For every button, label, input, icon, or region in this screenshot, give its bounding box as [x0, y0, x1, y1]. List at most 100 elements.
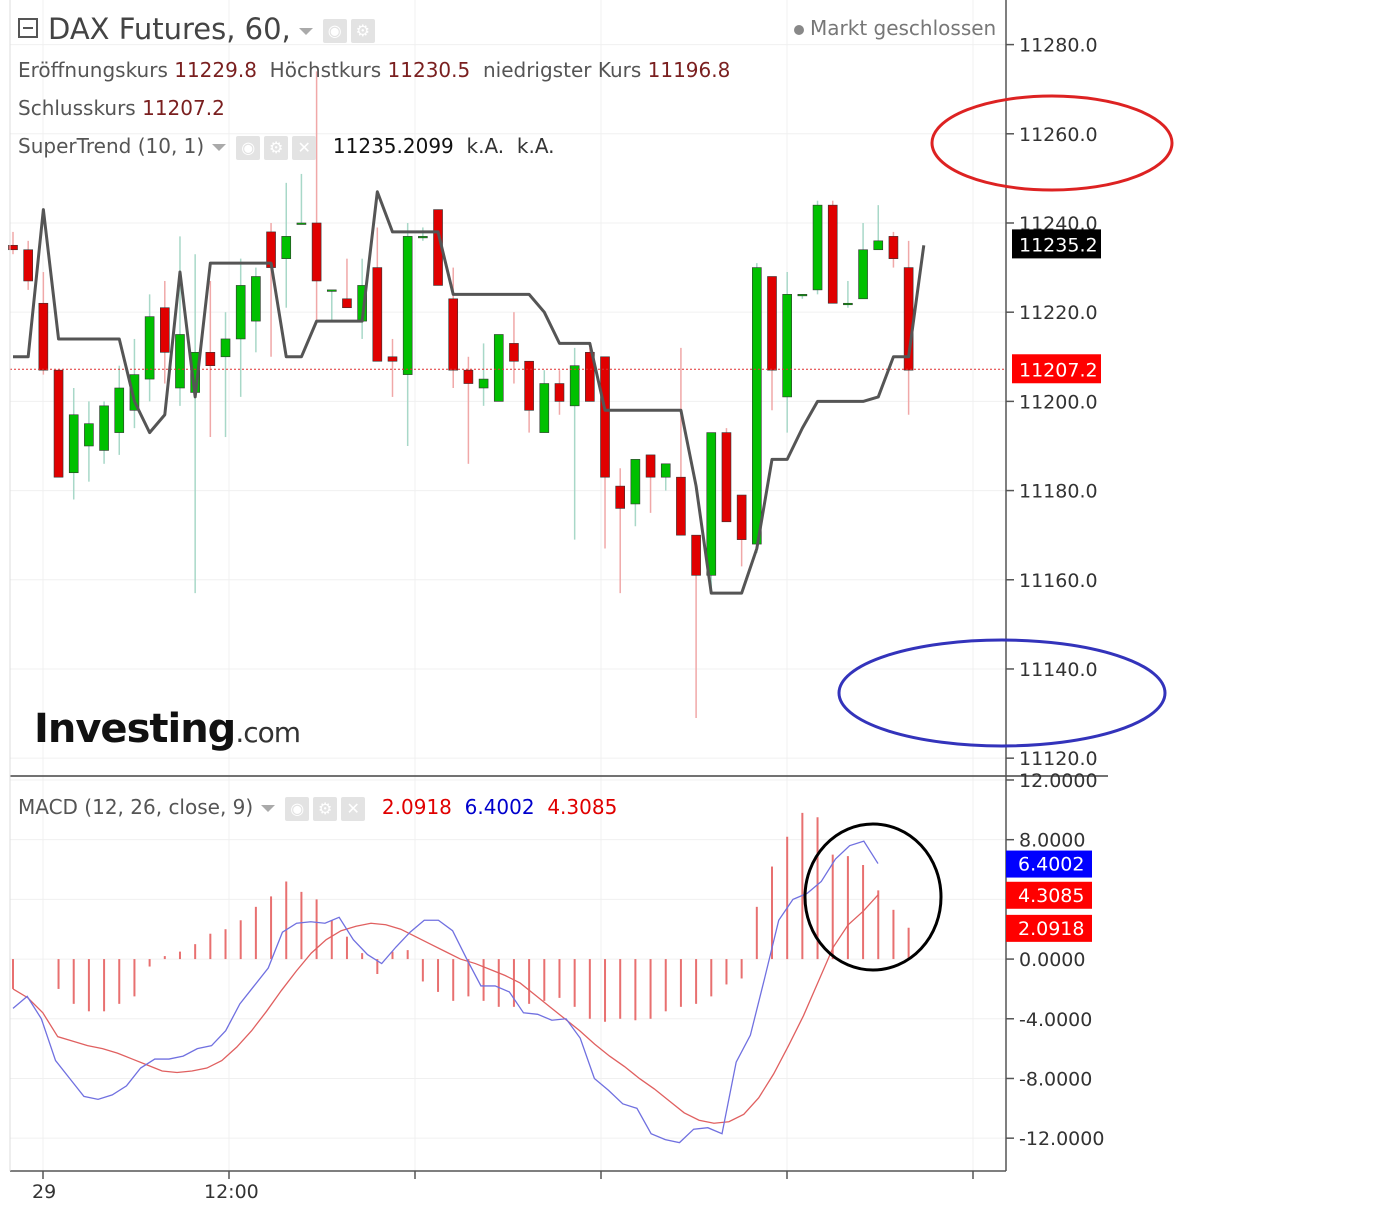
candle-body: [691, 534, 701, 576]
candle-body: [706, 432, 717, 576]
high-value: 11230.5: [387, 58, 471, 82]
candle-body: [205, 352, 216, 367]
candle-body: [797, 294, 808, 297]
chart-title: DAX Futures, 60,: [48, 12, 291, 46]
supertrend-row: SuperTrend (10, 1) ◉ ⚙ ✕ 11235.2099 k.A. k.…: [18, 134, 555, 160]
open-label: Eröffnungskurs: [18, 58, 168, 82]
candle-body: [144, 316, 155, 380]
price-axis-label: 11140.0: [1019, 659, 1098, 681]
macd-hist-value: 2.0918: [381, 795, 452, 819]
macd-axis-label: -8.0000: [1019, 1068, 1092, 1090]
candle-body: [767, 276, 777, 371]
supertrend-dropdown-icon[interactable]: [212, 144, 227, 151]
candle-body: [827, 204, 838, 304]
annotation-ellipse-low: [837, 638, 1167, 748]
annotation-ellipse-high: [930, 94, 1174, 192]
candle-body: [615, 485, 626, 509]
candle-body: [296, 222, 307, 225]
supertrend-close-icon[interactable]: ✕: [292, 135, 317, 160]
signal-value-tag: 4.3085: [1006, 881, 1092, 909]
signal-value-tag-bg: [1006, 881, 1092, 909]
macd-signal-line: [12, 894, 879, 1124]
candle-body: [600, 356, 610, 478]
candle-body: [129, 374, 140, 411]
macd-axis-label: -12.0000: [1019, 1128, 1104, 1150]
candle-body: [84, 423, 94, 447]
ohlc-row: Eröffnungskurs 11229.8 Höchstkurs 11230.…: [18, 58, 730, 82]
supertrend-na-1: k.A.: [466, 134, 505, 158]
close-row: Schlusskurs 11207.2: [18, 96, 225, 120]
candle-body: [539, 383, 550, 433]
macd-close-icon[interactable]: ✕: [341, 796, 366, 821]
candle-body: [175, 334, 185, 389]
macd-value-tag-bg: [1006, 850, 1092, 878]
supertrend-tag-text: 11235.2: [1019, 234, 1098, 256]
candle-body: [752, 267, 762, 545]
candle-body: [8, 244, 18, 251]
title-dropdown-icon[interactable]: [298, 27, 313, 35]
candle-body: [645, 454, 656, 478]
supertrend-na-2: k.A.: [516, 134, 555, 158]
candle-body: [281, 236, 292, 259]
signal-value-tag-text: 4.3085: [1018, 885, 1084, 907]
macd-eye-icon[interactable]: ◉: [285, 796, 310, 821]
close-label: Schlusskurs: [18, 96, 136, 120]
candle-body: [402, 236, 413, 375]
supertrend-tag-bg: [1012, 229, 1101, 259]
hist-value-tag-bg: [1006, 914, 1092, 942]
macd-axis-label: -4.0000: [1019, 1009, 1092, 1031]
candle-body: [843, 302, 853, 306]
macd-value-tag-text: 6.4002: [1018, 854, 1084, 876]
candle-body: [524, 360, 534, 411]
candle-body: [585, 352, 595, 402]
candle-body: [311, 222, 322, 282]
candle-body: [326, 289, 337, 292]
hist-value-tag: 2.0918: [1006, 914, 1092, 942]
open-value: 11229.8: [174, 58, 257, 82]
candle-body: [873, 240, 884, 251]
price-axis-label: 11220.0: [1019, 302, 1098, 324]
candle-body: [418, 236, 428, 239]
time-axis-label: 12:00: [204, 1181, 259, 1203]
low-label: niedrigster Kurs: [482, 58, 642, 82]
candle-body: [448, 298, 459, 371]
price-axis-label: 11280.0: [1019, 35, 1098, 57]
macd-gear-icon[interactable]: ⚙: [313, 796, 338, 821]
candle-body: [660, 463, 671, 478]
gear-icon[interactable]: ⚙: [350, 19, 375, 43]
time-axis-label: 29: [32, 1181, 56, 1203]
candle-body: [676, 476, 686, 536]
price-axis-label: 11160.0: [1019, 570, 1098, 592]
candle-body: [372, 267, 383, 362]
candle-body: [251, 276, 261, 322]
hist-value-tag-text: 2.0918: [1018, 918, 1084, 940]
collapse-icon[interactable]: [18, 18, 38, 38]
macd-value-tag: 6.4002: [1006, 850, 1092, 878]
supertrend-gear-icon[interactable]: ⚙: [264, 135, 289, 160]
price-axis-label: 11260.0: [1019, 124, 1098, 146]
supertrend-label: SuperTrend (10, 1): [18, 134, 205, 158]
close-value: 11207.2: [142, 96, 225, 120]
macd-dropdown-icon[interactable]: [261, 805, 276, 812]
market-status: Markt geschlossen: [794, 16, 996, 40]
supertrend-eye-icon[interactable]: ◉: [236, 135, 261, 160]
last-price-tag-text: 11207.2: [1019, 359, 1098, 381]
price-axis-label: 11200.0: [1019, 391, 1098, 413]
supertrend-value: 11235.2099: [332, 134, 454, 158]
candle-body: [493, 334, 504, 402]
low-value: 11196.8: [647, 58, 731, 82]
eye-icon[interactable]: ◉: [322, 19, 347, 43]
candle-body: [509, 343, 519, 362]
candle-body: [114, 387, 125, 433]
price-axis-label: 11120.0: [1019, 748, 1098, 770]
watermark-brand: Investing: [34, 706, 236, 752]
candle-body: [99, 405, 109, 451]
investing-watermark: Investing.com: [34, 706, 301, 752]
annotation-ellipse-macd: [803, 822, 943, 972]
candle-body: [160, 307, 170, 353]
candle-body: [53, 369, 64, 478]
candle-body: [68, 414, 79, 474]
candle-body: [478, 378, 489, 389]
candle-body: [38, 302, 49, 371]
